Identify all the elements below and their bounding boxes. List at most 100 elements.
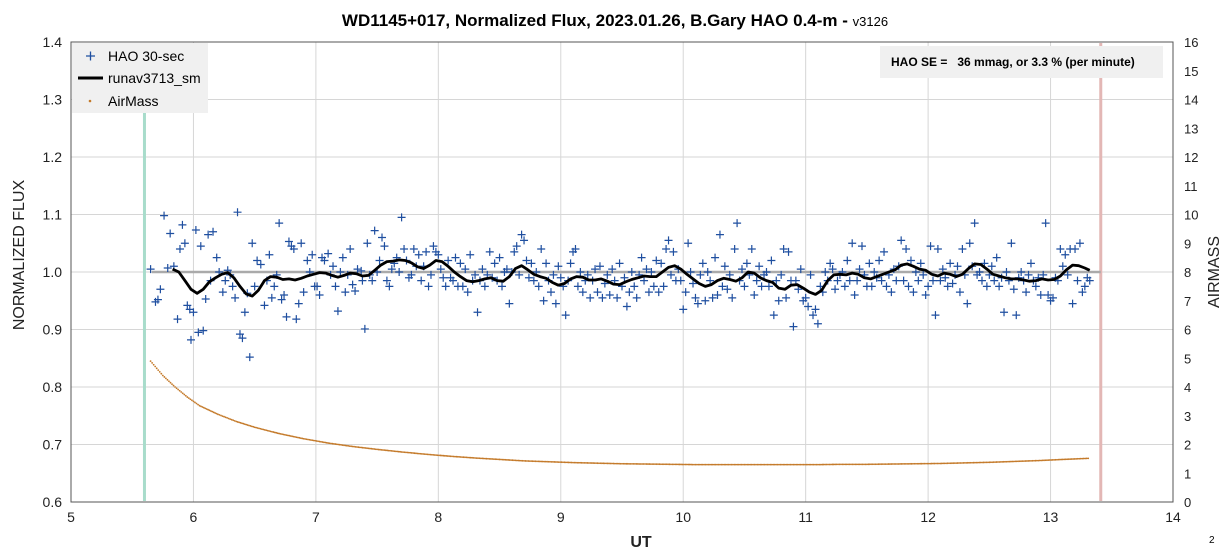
flux-point [407,270,416,279]
airmass-point [734,463,737,466]
airmass-point [1085,457,1088,460]
airmass-point [315,440,318,442]
airmass-point [978,461,981,464]
airmass-point [791,463,793,466]
flux-point [906,256,915,265]
airmass-point [544,460,547,463]
airmass-point [1054,458,1057,461]
airmass-point [958,462,960,464]
airmass-point [573,461,576,464]
flux-point [963,299,972,308]
airmass-point [534,460,537,463]
flux-point [221,276,230,285]
airmass-point [178,389,181,392]
flux-point [725,270,734,279]
flux-point [916,259,925,268]
airmass-point [559,461,561,464]
airmass-point [801,463,803,466]
x-tick-label: 8 [434,509,442,525]
airmass-point [152,363,155,366]
airmass-point [488,457,491,460]
airmass-point [662,463,665,466]
airmass-point [513,459,515,462]
airmass-point [962,462,965,464]
flux-point [348,280,357,289]
airmass-point [1035,459,1038,462]
airmass-point [847,463,850,466]
airmass-point [976,461,979,464]
flux-point [1002,268,1011,276]
flux-point [1031,282,1040,291]
y2-tick-label: 9 [1184,236,1191,251]
airmass-point [379,448,381,451]
airmass-point [1061,458,1064,461]
airmass-point [490,458,492,460]
flux-point [857,242,866,251]
airmass-point [953,462,956,465]
flux-point [1068,299,1077,308]
airmass-point [664,463,667,466]
flux-point [975,268,984,276]
airmass-point [780,463,783,466]
airmass-point [940,462,943,465]
y2-tick-label: 1 [1184,466,1191,481]
flux-point [637,253,646,262]
flux-point [953,262,962,271]
airmass-point [266,429,269,432]
flux-point [400,245,409,253]
y-tick-label: 1.2 [43,149,63,165]
airmass-point [419,452,422,455]
airmass-point [325,441,328,444]
airmass-point [527,460,530,462]
y2-tick-label: 13 [1184,121,1198,136]
airmass-point [778,463,780,466]
x-tick-label: 12 [920,509,936,525]
airmass-point [537,460,540,463]
flux-point [897,236,906,245]
airmass-point [927,462,930,465]
airmass-point [730,463,733,466]
flux-point [877,276,886,285]
airmass-point [1001,460,1004,463]
airmass-point [974,461,976,464]
flux-point [549,270,558,279]
y-tick-label: 0.9 [43,322,63,338]
airmass-point [708,463,711,466]
airmass-point [331,442,334,445]
airmass-point [727,463,730,466]
airmass-point [351,445,354,448]
flux-point [828,265,837,274]
flux-point [902,245,911,253]
flux-point [331,282,340,291]
airmass-point [658,463,661,466]
airmass-point [155,367,158,370]
airmass-point [1040,459,1043,462]
airmass-point [909,462,912,465]
airmass-point [704,463,707,466]
flux-point [642,265,651,274]
x-tick-label: 11 [798,509,813,525]
airmass-point [1066,458,1069,461]
flux-point [899,276,908,285]
airmass-point [471,456,474,459]
airmass-point [220,414,222,417]
flux-point [517,230,526,239]
airmass-point [1014,460,1017,463]
airmass-point [394,450,397,453]
airmass-point [707,463,710,466]
flux-point [502,265,511,274]
airmass-point [233,420,236,422]
y2-tick-label: 0 [1184,495,1191,510]
airmass-point [922,462,924,465]
airmass-point [989,461,992,464]
page-number: 2 [1209,535,1215,546]
flux-point [691,293,700,302]
airmass-point [241,422,243,425]
airmass-point [827,463,829,466]
airmass-point [468,456,471,459]
flux-point [542,259,551,268]
flux-point [551,299,560,308]
airmass-series [149,360,1090,466]
flux-point [346,245,355,253]
flux-point [520,236,529,245]
